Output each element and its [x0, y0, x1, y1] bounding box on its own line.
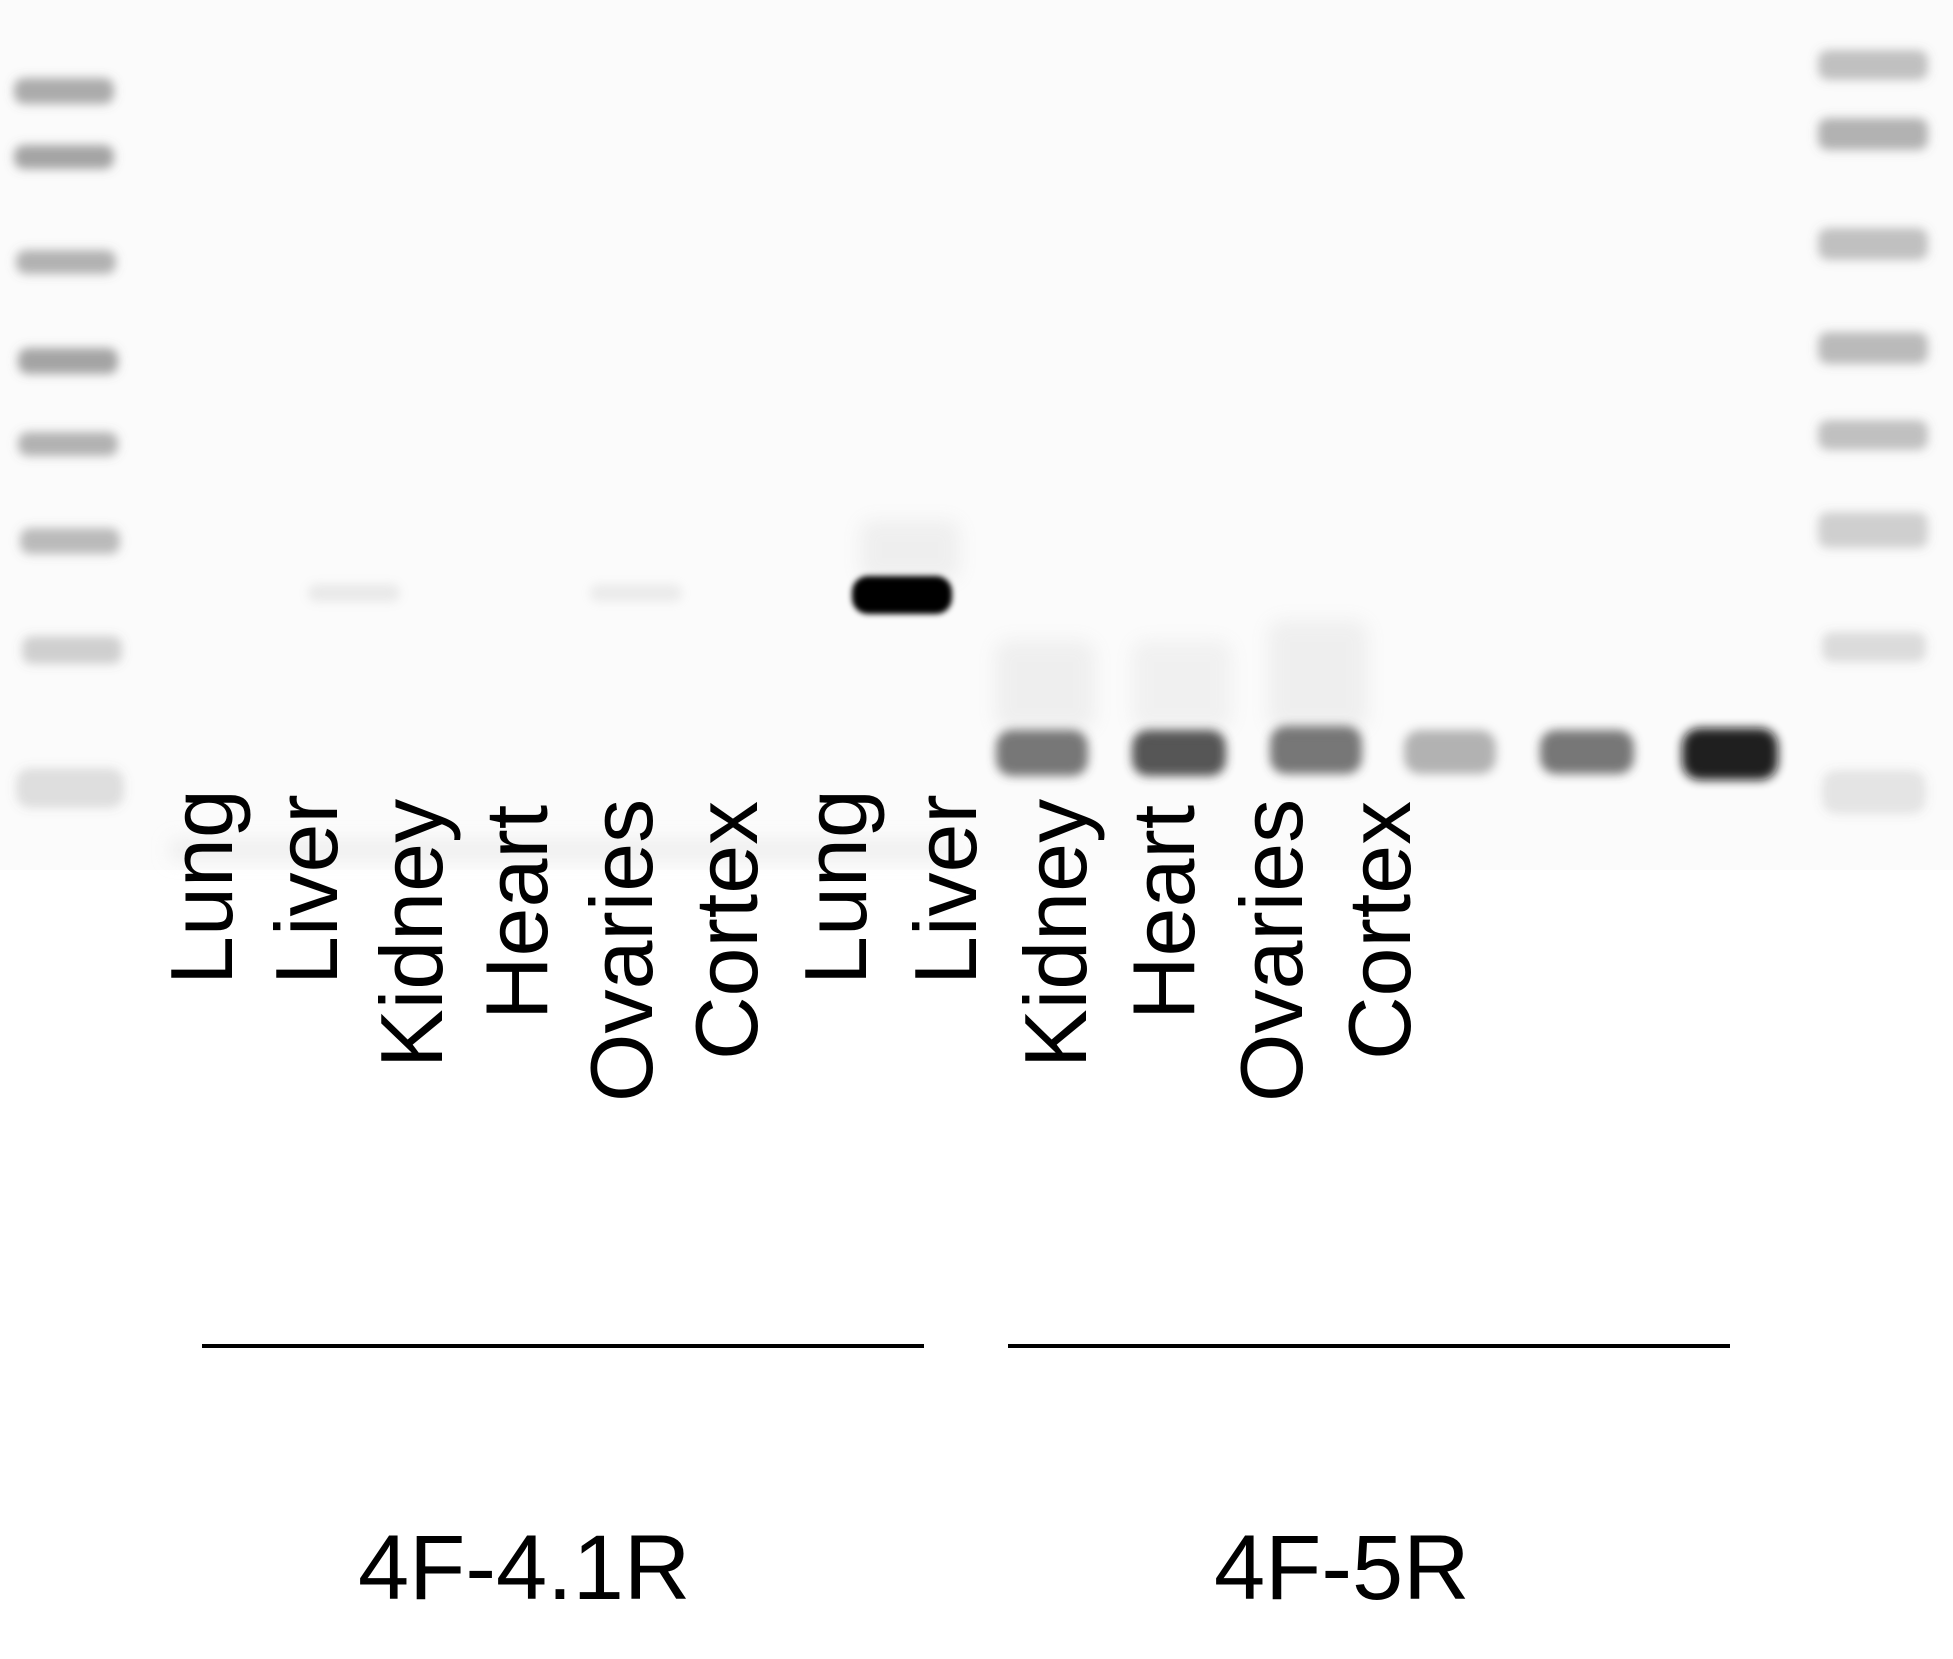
- ladder-band: [1818, 118, 1928, 150]
- group-label-1: 4F-4.1R: [358, 1517, 691, 1619]
- lane-label-cortex-1: Cortex: [677, 800, 776, 1060]
- ladder-band: [1822, 632, 1926, 662]
- band-ovaries-4F-5R: [1540, 730, 1634, 774]
- lane-label-liver-1: Liver: [257, 794, 356, 985]
- lane-label-ovaries-2: Ovaries: [1222, 798, 1321, 1102]
- ladder-band: [18, 348, 118, 374]
- band-lung-4F-5R: [996, 730, 1088, 776]
- smear: [1268, 620, 1368, 730]
- ladder-band: [1818, 228, 1928, 260]
- lane-label-kidney-2: Kidney: [1006, 798, 1105, 1068]
- band-kidney-4F-5R: [1270, 726, 1362, 774]
- faint-band-liver: [308, 584, 400, 602]
- band-liver-4F-5R: [1132, 730, 1226, 776]
- lane-label-liver-2: Liver: [896, 794, 995, 985]
- band-cortex-4F-5R: [1682, 728, 1778, 780]
- ladder-right: [1818, 50, 1928, 814]
- gel-image: [0, 0, 1953, 870]
- ladder-band: [22, 636, 122, 664]
- ladder-band: [1822, 770, 1926, 814]
- band-heart-4F-5R: [1404, 730, 1496, 774]
- group-line-2: [1008, 1344, 1730, 1348]
- smear: [995, 640, 1095, 730]
- smear: [1132, 640, 1232, 730]
- lane-label-heart-1: Heart: [467, 804, 566, 1020]
- lane-label-kidney-1: Kidney: [362, 798, 461, 1068]
- lane-label-ovaries-1: Ovaries: [572, 798, 671, 1102]
- ladder-left: [14, 78, 124, 808]
- gel-background: [0, 0, 1953, 870]
- group-label-2: 4F-5R: [1214, 1517, 1470, 1619]
- ladder-band: [1818, 332, 1928, 364]
- ladder-band: [1818, 420, 1928, 450]
- lanes-group-1: [170, 520, 960, 860]
- faint-band-heart: [590, 584, 682, 602]
- lane-label-lung-2: Lung: [786, 789, 885, 985]
- well-haze: [170, 840, 950, 860]
- lane-label-lung-1: Lung: [152, 789, 251, 985]
- group-line-1: [202, 1344, 924, 1348]
- ladder-band: [16, 768, 124, 808]
- ladder-band: [20, 528, 120, 554]
- ladder-band: [1818, 50, 1928, 80]
- ladder-band: [1818, 512, 1928, 548]
- lane-label-heart-2: Heart: [1114, 804, 1213, 1020]
- ladder-band: [14, 78, 114, 104]
- lanes-group-2: [995, 620, 1778, 780]
- band-cortex-4F-4.1R: [852, 576, 952, 614]
- cortex-smear: [860, 520, 960, 580]
- ladder-band: [18, 432, 118, 456]
- ladder-band: [14, 145, 114, 169]
- ladder-band: [16, 250, 116, 274]
- lane-label-cortex-2: Cortex: [1330, 800, 1429, 1060]
